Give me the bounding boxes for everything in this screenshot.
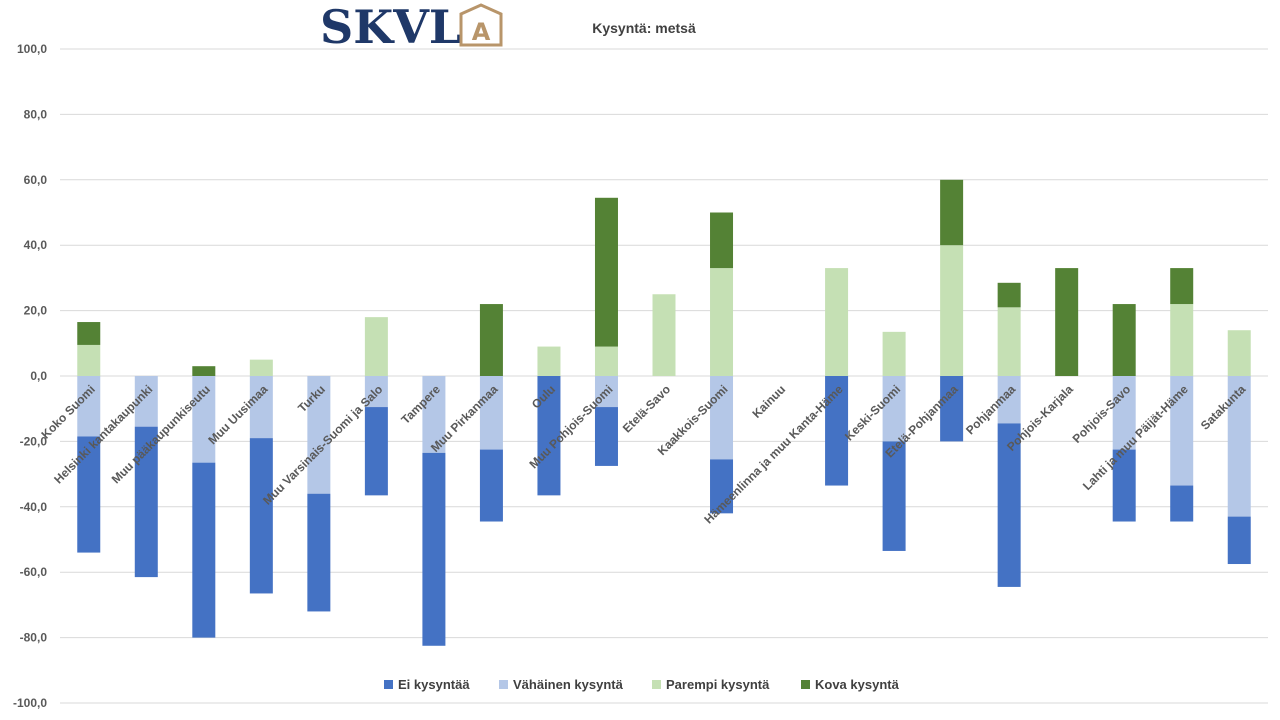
bar-segment [710, 212, 734, 269]
y-tick-label: 40,0 [24, 238, 48, 252]
bar-segment [364, 407, 388, 496]
bar-segment [710, 376, 734, 460]
bar-segment [710, 459, 734, 514]
bar-segment [192, 462, 216, 638]
bar-segment [77, 376, 101, 437]
bar-segment [134, 426, 158, 578]
bar-segment [710, 268, 734, 376]
bar-segment [1112, 449, 1136, 522]
bar-segment [1227, 376, 1251, 517]
logo-mark: A [459, 3, 503, 47]
bar-segment [537, 346, 561, 376]
bar-segment [1170, 376, 1194, 486]
legend-item: Parempi kysyntä [652, 677, 770, 692]
y-tick-label: 100,0 [17, 42, 47, 56]
legend-item: Vähäinen kysyntä [499, 677, 624, 692]
bar-segment [192, 366, 216, 376]
bar-segment [652, 294, 676, 376]
legend-item: Ei kysyntää [384, 677, 470, 692]
legend-label: Vähäinen kysyntä [513, 677, 624, 692]
logo: SKVL A [320, 0, 503, 54]
y-tick-label: -60,0 [20, 565, 48, 579]
bar-segment [77, 322, 101, 345]
bar-segment [249, 376, 273, 439]
legend-swatch [801, 680, 810, 689]
bar-segment [1055, 268, 1079, 376]
bar-segment [594, 346, 618, 376]
bar-segment [1112, 376, 1136, 450]
bar-segment [364, 317, 388, 376]
y-tick-label: -40,0 [20, 500, 48, 514]
bar-segment [940, 179, 964, 246]
bar-segment [249, 438, 273, 594]
bar-segment [997, 423, 1021, 587]
bar-segment [997, 307, 1021, 376]
bars [77, 179, 1251, 646]
y-tick-label: 0,0 [30, 369, 47, 383]
bar-segment [307, 493, 331, 612]
bar-segment [882, 441, 906, 551]
bar-segment [364, 376, 388, 408]
bar-segment [1170, 304, 1194, 376]
bar-segment [940, 376, 964, 442]
category-label: Etelä-Savo [620, 382, 673, 435]
bar-segment [1170, 485, 1194, 522]
y-tick-label: 60,0 [24, 173, 48, 187]
legend-label: Parempi kysyntä [666, 677, 770, 692]
legend-item: Kova kysyntä [801, 677, 900, 692]
bar-segment [307, 376, 331, 494]
bar-segment [594, 376, 618, 408]
bar-segment [422, 376, 446, 453]
y-tick-label: 80,0 [24, 107, 48, 121]
bar-segment [594, 407, 618, 466]
chart-title: Kysyntä: metsä [592, 20, 696, 36]
bar-segment [1227, 330, 1251, 376]
logo-mark-frame [459, 3, 503, 47]
category-label: Kainuu [750, 382, 789, 421]
bar-segment [594, 197, 618, 347]
bar-segment [479, 449, 503, 522]
bar-segment [479, 376, 503, 450]
bar-segment [192, 376, 216, 463]
y-tick-label: -20,0 [20, 434, 48, 448]
bar-segment [479, 304, 503, 376]
bar-segment [1227, 516, 1251, 565]
logo-text: SKVL [320, 0, 461, 54]
bar-segment [77, 344, 101, 376]
y-tick-label: -80,0 [20, 631, 48, 645]
bar-segment [997, 282, 1021, 308]
bar-segment [825, 268, 849, 376]
bar-segment [134, 376, 158, 427]
logo-mark-letter: A [472, 18, 491, 46]
legend-swatch [384, 680, 393, 689]
bar-segment [77, 436, 101, 553]
y-tick-label: -100,0 [13, 696, 47, 710]
bar-segment [1170, 268, 1194, 305]
legend-label: Ei kysyntää [398, 677, 470, 692]
legend-swatch [499, 680, 508, 689]
y-tick-label: 20,0 [24, 304, 48, 318]
y-axis: 100,0 80,0 60,0 40,0 20,0 0,0 -20,0 -40,0 -60,0 -… [13, 42, 47, 710]
bar-segment [249, 359, 273, 376]
legend-label: Kova kysyntä [815, 677, 900, 692]
legend-swatch [652, 680, 661, 689]
bar-segment [825, 376, 849, 486]
bar-segment [882, 376, 906, 442]
bar-segment [537, 376, 561, 496]
bar-segment [1112, 304, 1136, 376]
bar-segment [997, 376, 1021, 424]
bar-segment [422, 452, 446, 646]
legend: Ei kysyntää Vähäinen kysyntä Parempi kysyn… [384, 677, 900, 692]
bar-segment [882, 331, 906, 376]
bar-segment [940, 245, 964, 376]
